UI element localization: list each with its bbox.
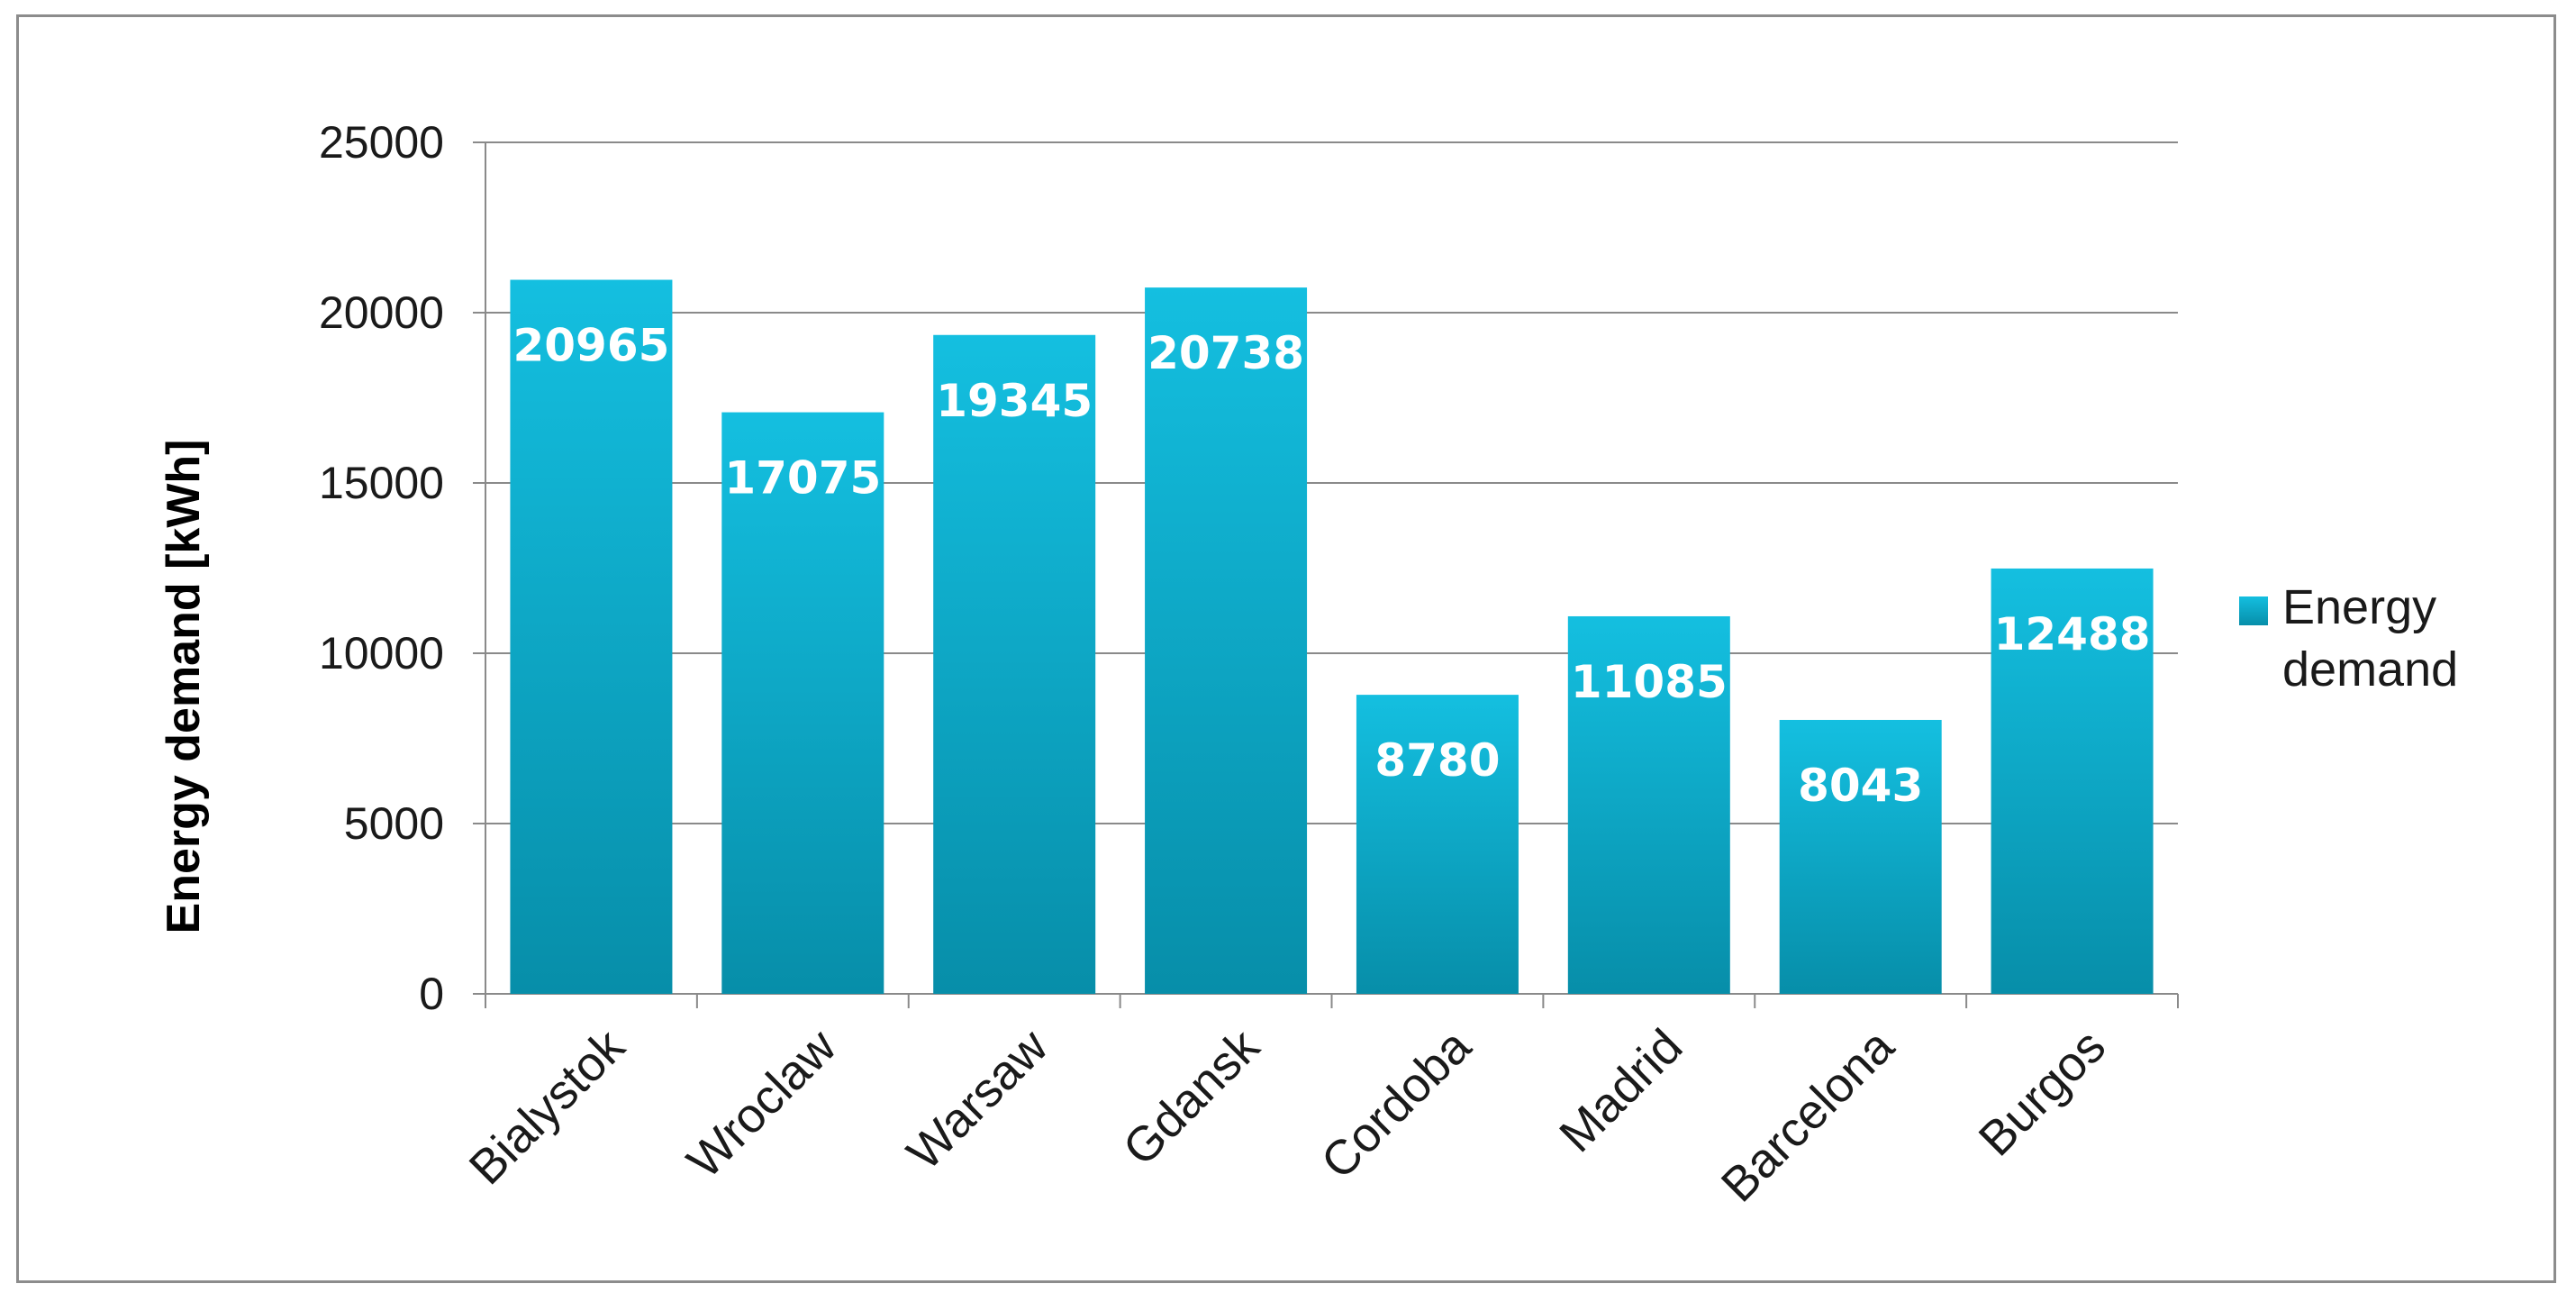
y-axis-label: Energy demand [kWh] <box>158 440 210 934</box>
y-tick-label: 25000 <box>319 117 444 168</box>
x-tick-label: Gdansk <box>1113 1018 1271 1176</box>
x-tick-label: Warsaw <box>897 1018 1059 1180</box>
x-tick-labels: Bialystok Wroclaw Warsaw Gdansk Cordoba Madri… <box>459 1018 2116 1212</box>
x-tick-label: Barcelona <box>1711 1018 1905 1212</box>
bar <box>1145 287 1308 994</box>
bar <box>1779 719 1942 994</box>
data-labels: 20965 17075 19345 20738 8780 11085 8043 12488 <box>512 320 2150 812</box>
y-tick-label: 10000 <box>319 628 444 678</box>
legend: Energy demand <box>2239 580 2458 697</box>
y-tick-label: 20000 <box>319 287 444 338</box>
data-label: 12488 <box>1994 608 2151 660</box>
x-tick-label: Cordoba <box>1311 1018 1483 1189</box>
bar <box>721 412 884 994</box>
y-tick-label: 15000 <box>319 458 444 508</box>
data-label: 20738 <box>1147 327 1304 379</box>
bar <box>510 279 673 994</box>
legend-label-line-2: demand <box>2282 642 2458 697</box>
x-tick-label: Madrid <box>1549 1019 1692 1162</box>
x-tick-label: Bialystok <box>459 1018 636 1195</box>
bar <box>1991 568 2154 994</box>
y-tick-labels: 0 5000 10000 15000 20000 25000 <box>319 117 444 1019</box>
bar <box>1567 615 1730 994</box>
data-label: 20965 <box>512 320 669 372</box>
legend-label-line-1: Energy <box>2282 580 2436 634</box>
data-label: 8043 <box>1798 760 1923 812</box>
x-tick-label: Wroclaw <box>677 1018 848 1188</box>
x-tick-label: Burgos <box>1969 1019 2116 1166</box>
bars <box>510 279 2154 994</box>
bar <box>1356 695 1519 994</box>
bar <box>933 334 1096 994</box>
bar-chart: 20965 17075 19345 20738 8780 11085 8043 12488 0… <box>158 117 2458 1212</box>
data-label: 19345 <box>936 375 1093 427</box>
data-label: 17075 <box>724 452 881 505</box>
y-tick-label: 5000 <box>344 798 444 849</box>
y-tick-label: 0 <box>419 969 444 1019</box>
data-label: 11085 <box>1571 656 1728 708</box>
chart-frame: 20965 17075 19345 20738 8780 11085 8043 12488 0… <box>16 14 2556 1283</box>
data-label: 8780 <box>1374 734 1500 787</box>
legend-swatch <box>2239 596 2268 625</box>
